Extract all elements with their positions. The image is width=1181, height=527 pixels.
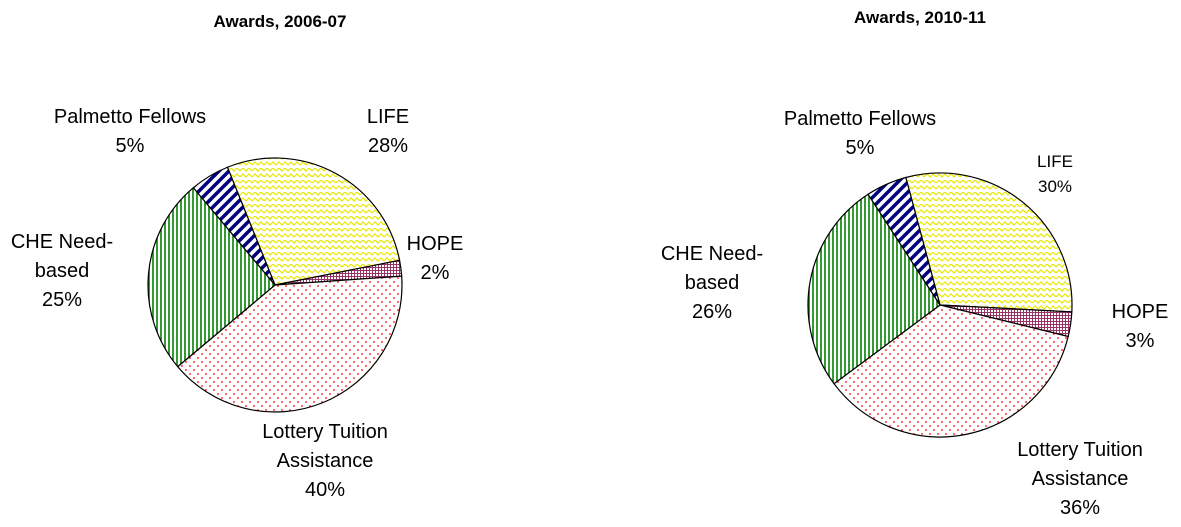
chart-title: Awards, 2010-11 <box>854 8 986 27</box>
slice-label: Lottery Tuition Assistance 36% <box>995 436 1165 523</box>
value-label: 5% <box>845 137 875 159</box>
value-label: 40% <box>304 479 346 501</box>
slice-label: CHE Need-based 26% <box>657 240 767 327</box>
value-label: 28% <box>367 135 409 157</box>
pie-slice <box>833 304 1069 438</box>
pie-slice <box>905 172 1073 313</box>
value-label: 3% <box>1125 330 1155 352</box>
slice-label: LIFE 28% <box>358 103 418 161</box>
pie-slice <box>807 193 941 385</box>
slice-label: CHE Need-based 25% <box>7 228 117 315</box>
category-label: CHE Need-based <box>10 231 114 282</box>
pie-slice <box>226 157 401 286</box>
slice-label: HOPE 3% <box>1110 298 1170 356</box>
slice-label: LIFE 30% <box>1025 150 1085 199</box>
category-label: Lottery Tuition Assistance <box>262 421 388 472</box>
pie-slice <box>192 166 276 286</box>
category-label: HOPE <box>406 233 464 255</box>
value-label: 2% <box>420 262 450 284</box>
category-label: Lottery Tuition Assistance <box>1017 439 1143 490</box>
category-label: LIFE <box>1037 152 1073 171</box>
category-label: Palmetto Fellows <box>53 106 207 128</box>
category-label: CHE Need-based <box>660 243 764 294</box>
category-label: LIFE <box>366 106 410 128</box>
value-label: 25% <box>41 289 83 311</box>
pie-slice <box>176 275 403 413</box>
slice-label: Palmetto Fellows 5% <box>750 105 970 163</box>
value-label: 5% <box>115 135 145 157</box>
pie-slice <box>867 176 941 306</box>
pie-slice <box>147 186 276 368</box>
slice-label: HOPE 2% <box>405 230 465 288</box>
value-label: 36% <box>1059 497 1101 519</box>
slice-label: Lottery Tuition Assistance 40% <box>240 418 410 505</box>
chart-title: Awards, 2006-07 <box>213 12 347 31</box>
value-label: 26% <box>691 301 733 323</box>
value-label: 30% <box>1037 176 1073 196</box>
category-label: HOPE <box>1111 301 1169 323</box>
slice-label: Palmetto Fellows 5% <box>20 103 240 161</box>
category-label: Palmetto Fellows <box>783 108 937 130</box>
